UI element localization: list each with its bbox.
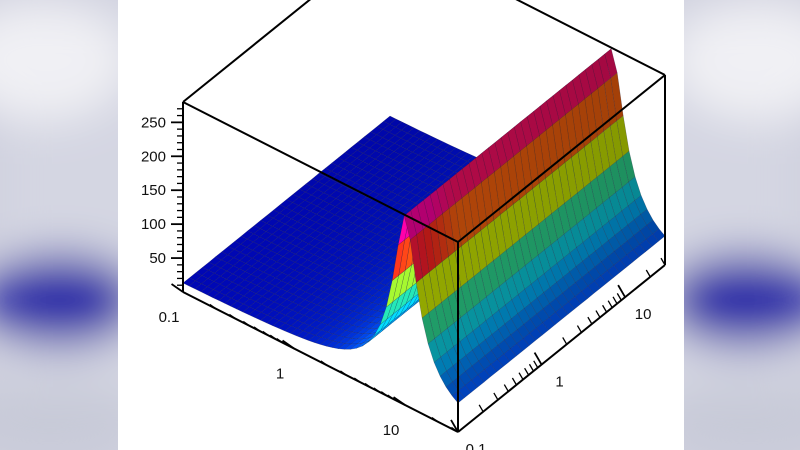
x-tick bbox=[262, 330, 270, 337]
x-tick bbox=[253, 326, 261, 333]
y-tick bbox=[533, 360, 539, 368]
y-tick bbox=[602, 304, 608, 313]
box-edge bbox=[515, 0, 666, 76]
axis-ticks bbox=[171, 108, 666, 433]
x-tick-label: 1 bbox=[276, 366, 284, 383]
y-tick-label: 10 bbox=[635, 306, 652, 323]
y-tick bbox=[450, 419, 459, 433]
box-edge bbox=[182, 101, 459, 243]
y-tick bbox=[645, 269, 651, 278]
y-tick bbox=[524, 367, 530, 376]
surface-mesh bbox=[182, 48, 666, 404]
y-tick bbox=[518, 372, 524, 380]
y-tick bbox=[607, 300, 613, 308]
box-edge bbox=[457, 264, 666, 433]
y-tick bbox=[478, 404, 484, 413]
y-tick-label: 1 bbox=[555, 374, 563, 391]
x-tick-label: 0.1 bbox=[159, 309, 180, 326]
z-tick-label: 50 bbox=[149, 250, 166, 267]
z-tick-label: 150 bbox=[141, 182, 166, 199]
y-tick bbox=[616, 293, 622, 301]
y-tick bbox=[533, 352, 543, 366]
y-tick-label: 0.1 bbox=[466, 441, 487, 450]
x-tick bbox=[340, 370, 348, 377]
y-tick bbox=[660, 257, 666, 266]
y-tick bbox=[595, 310, 601, 318]
x-tick bbox=[373, 387, 381, 394]
y-tick bbox=[612, 296, 618, 305]
y-tick bbox=[587, 316, 593, 325]
x-tick-label: 10 bbox=[383, 422, 400, 439]
x-tick bbox=[171, 283, 184, 293]
x-tick bbox=[282, 339, 295, 350]
x-tick bbox=[269, 334, 278, 341]
x-tick bbox=[229, 313, 237, 320]
x-tick bbox=[431, 416, 439, 423]
x-tick bbox=[209, 303, 217, 310]
x-tick bbox=[353, 377, 362, 384]
x-tick bbox=[320, 360, 328, 367]
x-tick bbox=[364, 382, 372, 389]
box-edge bbox=[182, 291, 459, 433]
y-tick bbox=[503, 384, 509, 392]
y-tick bbox=[576, 325, 582, 333]
x-tick bbox=[393, 396, 406, 406]
x-tick bbox=[380, 391, 389, 397]
z-tick-label: 200 bbox=[141, 148, 166, 165]
x-tick bbox=[242, 320, 251, 327]
x-tick bbox=[276, 337, 284, 344]
bounding-box bbox=[182, 0, 666, 433]
y-tick bbox=[493, 392, 499, 401]
x-tick bbox=[387, 394, 395, 401]
y-tick bbox=[511, 377, 517, 386]
tick-labels: 0.1 1 10 0.1 1 10 50 100 150 200 250 bbox=[141, 114, 652, 450]
z-tick-label: 250 bbox=[141, 114, 166, 131]
box-edge bbox=[457, 74, 666, 243]
z-tick-label: 100 bbox=[141, 216, 166, 233]
y-tick bbox=[562, 337, 568, 345]
y-tick bbox=[617, 284, 626, 298]
y-tick bbox=[528, 363, 535, 372]
box-edge bbox=[182, 0, 312, 103]
